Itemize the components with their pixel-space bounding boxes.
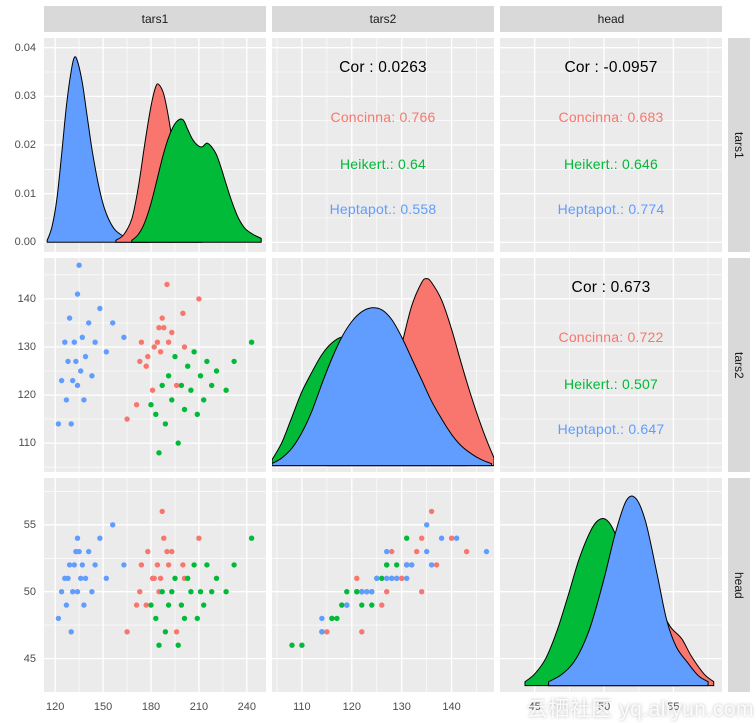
strip-right-tars2: tars2: [728, 258, 750, 472]
y-axis-tick-tars2: 140: [17, 292, 36, 305]
strip-right-head: head: [728, 478, 750, 692]
density-panel-tars2: [272, 258, 494, 472]
scatter-points-Heikert.: [148, 535, 255, 648]
y-axis-tick-head: 55: [23, 518, 36, 531]
y-axis-tick-density: 0.02: [14, 139, 36, 151]
cor-panel-tars2-head: Cor : 0.673 Concinna: 0.722 Heikert.: 0.50…: [500, 258, 722, 472]
cor-overall-label: Cor : -0.0957: [564, 58, 658, 76]
cor-overall-label: Cor : 0.673: [571, 278, 651, 296]
cor-species-label: Concinna: 0.722: [558, 329, 664, 346]
scatter-points-Concinna: [324, 508, 470, 635]
panel-canvas: [272, 258, 494, 472]
panel-canvas: [44, 38, 266, 252]
panel-canvas: [272, 38, 494, 252]
scatter-points-Heptapot.: [55, 262, 127, 427]
scatter-panel-tars1-vs-tars2: [44, 258, 266, 472]
density-curve-blue: [272, 307, 492, 467]
scatter-points-Heikert.: [148, 339, 255, 456]
cor-species-label: Concinna: 0.766: [330, 109, 436, 126]
cor-panel-tars1-head: Cor : -0.0957 Concinna: 0.683 Heikert.: 0.…: [500, 38, 722, 252]
density-curve-green: [131, 118, 262, 243]
watermark: 云栖社区 yq.aliyun.com: [526, 698, 754, 721]
y-axis-tick-head: 50: [23, 585, 36, 598]
scatter-panel-tars2-vs-head: [272, 478, 494, 692]
scatter-points-Heptapot.: [55, 522, 127, 635]
density-panel-tars1: [44, 38, 266, 252]
cor-species-label: Heptapot.: 0.558: [329, 201, 437, 218]
scatter-panel-tars1-vs-head: [44, 478, 266, 692]
y-axis-tick-tars2: 120: [17, 389, 36, 402]
density-panel-head: [500, 478, 722, 692]
cor-overall-label: Cor : 0.0263: [339, 58, 427, 76]
scatter-points-Heptapot.: [319, 522, 490, 635]
x-axis-tick-head: 55: [667, 701, 680, 713]
cor-species-label: Heptapot.: 0.774: [557, 201, 665, 218]
gridlines: [272, 478, 494, 692]
cor-species-label: Heikert.: 0.646: [563, 156, 659, 173]
x-axis-tick-head: 50: [597, 701, 611, 713]
panel-canvas: [44, 258, 266, 472]
gridlines: [500, 38, 722, 252]
strip-top-tars1: tars1: [44, 6, 266, 32]
x-axis-tick-tars1: 150: [93, 701, 113, 713]
panel-canvas: [500, 258, 722, 472]
cor-species-label: Heptapot.: 0.647: [557, 421, 665, 438]
scatter-points-Concinna: [124, 281, 202, 422]
gridlines: [500, 258, 722, 472]
panel-canvas: [44, 478, 266, 692]
x-axis-tick-tars2: 110: [293, 701, 311, 713]
y-axis-tick-tars2: 110: [18, 437, 36, 450]
x-axis-tick-tars1: 210: [189, 701, 209, 713]
x-axis-tick-tars2: 120: [342, 701, 361, 713]
x-axis-tick-tars1: 180: [141, 701, 161, 713]
scatter-points-Concinna: [124, 508, 202, 635]
gridlines: [44, 478, 266, 692]
gridlines: [272, 38, 494, 252]
y-axis-tick-density: 0.00: [14, 236, 36, 249]
x-axis-tick-tars2: 130: [392, 701, 411, 713]
x-axis-tick-head: 45: [528, 701, 541, 713]
strip-top-tars2: tars2: [272, 6, 494, 32]
density-curve-blue: [548, 495, 709, 687]
cor-species-label: Heikert.: 0.64: [339, 156, 427, 173]
panel-canvas: [500, 478, 722, 692]
panel-canvas: [500, 38, 722, 252]
y-axis-tick-head: 45: [23, 652, 36, 665]
x-axis-tick-tars1: 240: [237, 701, 256, 713]
strip-top-head: head: [500, 6, 722, 32]
cor-species-label: Heikert.: 0.507: [563, 376, 659, 393]
strip-right-tars1: tars1: [728, 38, 750, 252]
gridlines: [44, 258, 266, 472]
x-axis-tick-tars2: 140: [442, 701, 461, 713]
y-axis-tick-tars2: 130: [17, 341, 36, 353]
panel-canvas: [272, 478, 494, 692]
y-axis-tick-density: 0.01: [14, 187, 36, 200]
x-axis-tick-tars1: 120: [46, 701, 65, 713]
cor-panel-tars1-tars2: Cor : 0.0263 Concinna: 0.766 Heikert.: 0.6…: [272, 38, 494, 252]
y-axis-tick-density: 0.03: [14, 90, 36, 103]
y-axis-tick-density: 0.04: [14, 41, 36, 54]
cor-species-label: Concinna: 0.683: [558, 109, 664, 126]
